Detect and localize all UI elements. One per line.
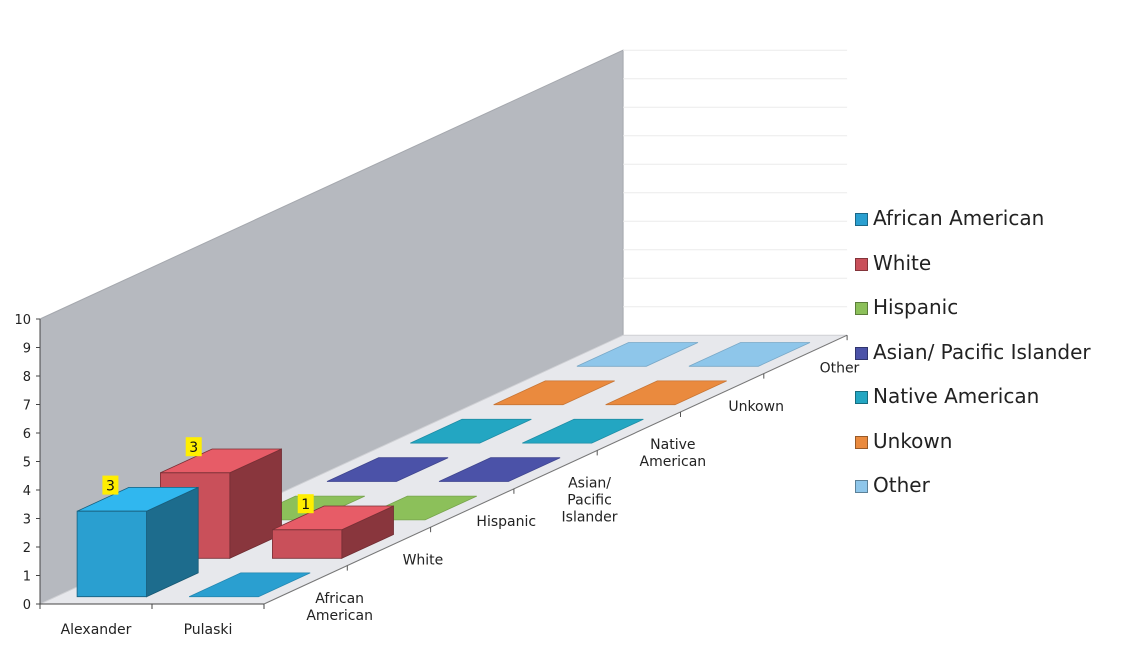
bar-pulaski-african-american [188,572,311,598]
y-tick-label: 1 [23,570,31,585]
bar-zero-marker [188,572,311,598]
bar-alexander-african-american [76,486,199,598]
legend-item-white: White [855,251,1130,296]
depth-label-other: Other [820,360,860,376]
legend-swatch [855,213,868,226]
y-tick-label: 6 [23,427,31,442]
legend-swatch [855,257,868,271]
bar-zero-marker [522,418,644,444]
data-label: 3 [189,440,198,456]
y-tick-label: 4 [23,484,31,499]
y-tick-label: 10 [14,313,31,328]
legend-swatch [855,391,868,404]
bar-alexander-unkown [493,380,615,406]
depth-label-african-american: African American [306,591,373,624]
y-tick-label: 9 [23,342,31,357]
bar-zero-marker [493,380,615,406]
bar-pulaski-white [271,505,394,559]
legend-swatch [855,302,868,315]
data-label-box [102,475,119,495]
legend-item-african-american: African American [855,206,1130,251]
legend-label: White [873,250,932,275]
depth-label-unkown: Unkown [728,399,784,415]
legend-label: Other [873,473,930,497]
data-label: 3 [106,479,115,495]
legend-item-other: Other [855,473,1130,518]
y-tick-label: 3 [23,513,31,528]
y-tick-label: 8 [23,370,31,385]
bar-pulaski-unkown [605,380,727,406]
data-label-box [185,437,202,457]
depth-axis-line [263,334,848,605]
legend-swatch [855,435,868,449]
category-label-alexander: Alexander [61,622,132,638]
bar-zero-marker [410,418,532,444]
bar-pulaski-asian-pacific-islander [438,457,561,482]
legend-label: Hispanic [873,295,959,319]
legend-label: Unkown [873,428,953,453]
bar-alexander-other [576,342,699,367]
bar-alexander-asian-pacific-islander [326,457,449,482]
chart-legend: African American White Hispanic Asian/ Paci… [855,206,1130,518]
depth-label-white: White [403,552,444,568]
category-label-pulaski: Pulaski [184,622,233,638]
legend-label: Native American [873,384,1040,408]
legend-item-asian-pacific-islander: Asian/ Pacific Islander [855,340,1130,385]
bar-zero-marker [576,342,699,367]
legend-swatch [855,480,868,493]
legend-label: Asian/ Pacific Islander [873,339,1091,364]
bar-pulaski-other [688,342,811,367]
y-tick-label: 0 [23,598,31,613]
legend-item-native-american: Native American [855,384,1130,429]
depth-label-hispanic: Hispanic [476,514,536,530]
y-tick-label: 2 [23,541,31,556]
legend-label: African American [873,206,1045,230]
y-tick-label: 5 [23,456,31,471]
legend-swatch [855,346,868,360]
bar-zero-marker [688,342,811,367]
data-label: 1 [301,497,310,513]
bar-front-face [76,510,147,598]
bar-alexander-native-american [410,418,532,444]
legend-item-unkown: Unkown [855,429,1130,474]
bar-front-face [271,529,343,559]
bar-zero-marker [438,457,561,482]
depth-label-asian-pacific-islander: Asian/Pacific Islander [562,476,618,526]
legend-item-hispanic: Hispanic [855,295,1130,340]
bar-zero-marker [605,380,727,406]
bar-pulaski-native-american [522,418,644,444]
bar-zero-marker [326,457,449,482]
depth-label-native-american: Native American [640,437,707,470]
y-tick-label: 7 [23,399,31,414]
data-label-box [297,494,314,514]
